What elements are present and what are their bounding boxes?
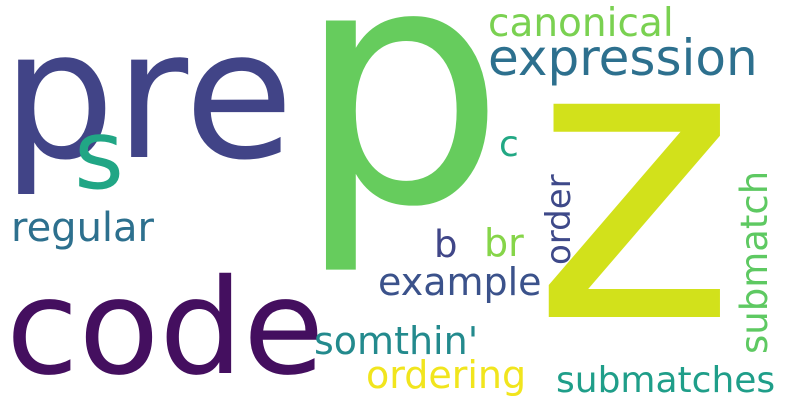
word-pre: pre xyxy=(2,0,294,199)
word-code: code xyxy=(6,251,325,400)
word-ordering: ordering xyxy=(366,353,527,397)
word-canonical: canonical xyxy=(488,1,674,46)
word-somthin: somthin' xyxy=(314,319,479,363)
word-regular: regular xyxy=(11,205,154,251)
word-c: c xyxy=(499,124,519,165)
word-z: z xyxy=(532,0,737,400)
word-example: example xyxy=(378,260,542,304)
word-expression: expression xyxy=(488,29,758,87)
word-br: br xyxy=(484,221,524,265)
word-submatch: submatch xyxy=(733,170,776,354)
word-s: s xyxy=(74,99,125,211)
word-b: b xyxy=(434,223,458,266)
word-order: order xyxy=(539,174,579,265)
word-p: p xyxy=(296,0,506,279)
word-submatches: submatches xyxy=(556,360,776,400)
